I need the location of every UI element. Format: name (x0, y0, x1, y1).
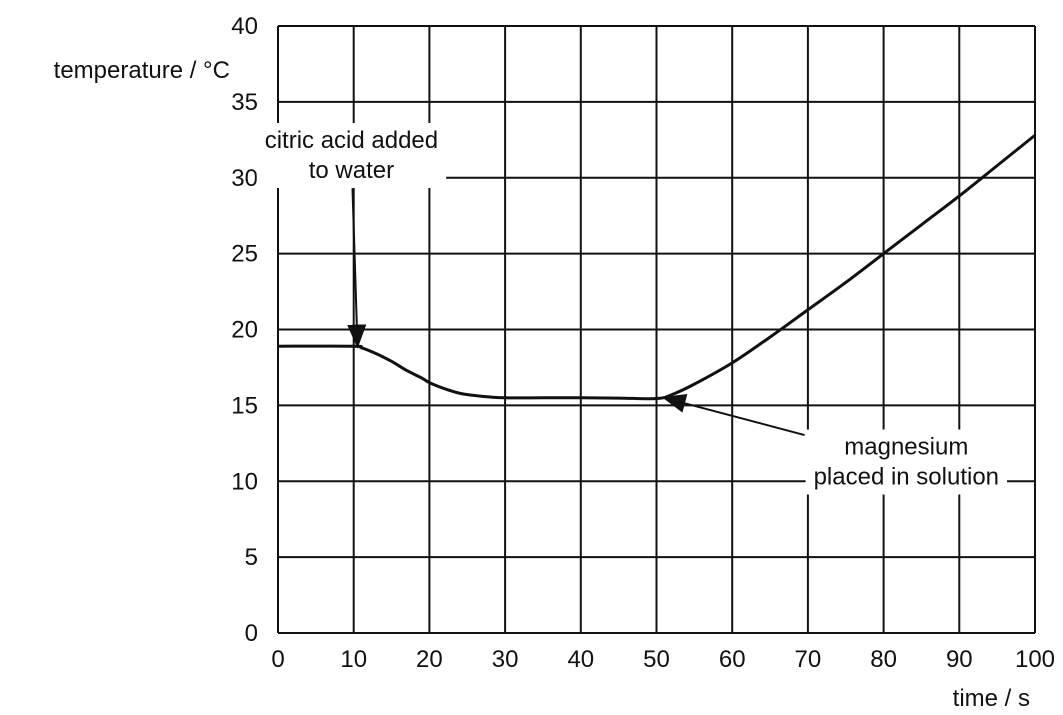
annotation-background (805, 429, 1008, 495)
x-tick-label: 20 (416, 646, 443, 673)
y-tick-label: 40 (231, 13, 258, 40)
annotation-background (256, 122, 447, 188)
annotation-arrow (661, 394, 805, 437)
annotation-text: to water (309, 157, 394, 184)
x-tick-label: 100 (1015, 646, 1055, 673)
y-tick-label: 0 (245, 620, 258, 647)
x-tick-label: 50 (643, 646, 670, 673)
annotation: citric acid added to water (256, 122, 447, 349)
annotations: citric acid added to water magnesium placed… (256, 122, 1008, 495)
annotation: magnesium placed in solution (661, 394, 1008, 495)
grid-lines (277, 25, 1036, 634)
series-layer (277, 134, 1036, 401)
x-tick-label: 70 (795, 646, 822, 673)
y-tick-label: 30 (231, 165, 258, 192)
temperature-curve (277, 134, 1036, 401)
x-tick-label: 60 (719, 646, 746, 673)
y-tick-label: 15 (231, 392, 258, 419)
x-tick-label: 90 (946, 646, 973, 673)
y-tick-label: 35 (231, 89, 258, 116)
x-tick-label: 0 (271, 646, 284, 673)
annotation-text: citric acid added (265, 127, 438, 154)
tick-labels: 0 10 20 30 40 50 60 70 80 90 100 0 5 10 15 20 25 30 35 40 (231, 13, 1055, 673)
x-tick-label: 80 (870, 646, 897, 673)
x-axis-label: time / s (953, 685, 1030, 712)
y-axis-label: temperature / °C (54, 57, 230, 84)
x-tick-label: 30 (492, 646, 519, 673)
y-tick-label: 10 (231, 468, 258, 495)
annotation-arrow (347, 188, 367, 349)
y-tick-label: 5 (245, 544, 258, 571)
y-tick-label: 25 (231, 241, 258, 268)
annotation-text: magnesium (844, 434, 968, 461)
x-tick-label: 40 (567, 646, 594, 673)
annotation-text: placed in solution (814, 464, 999, 491)
x-tick-label: 10 (340, 646, 367, 673)
y-tick-label: 20 (231, 317, 258, 344)
